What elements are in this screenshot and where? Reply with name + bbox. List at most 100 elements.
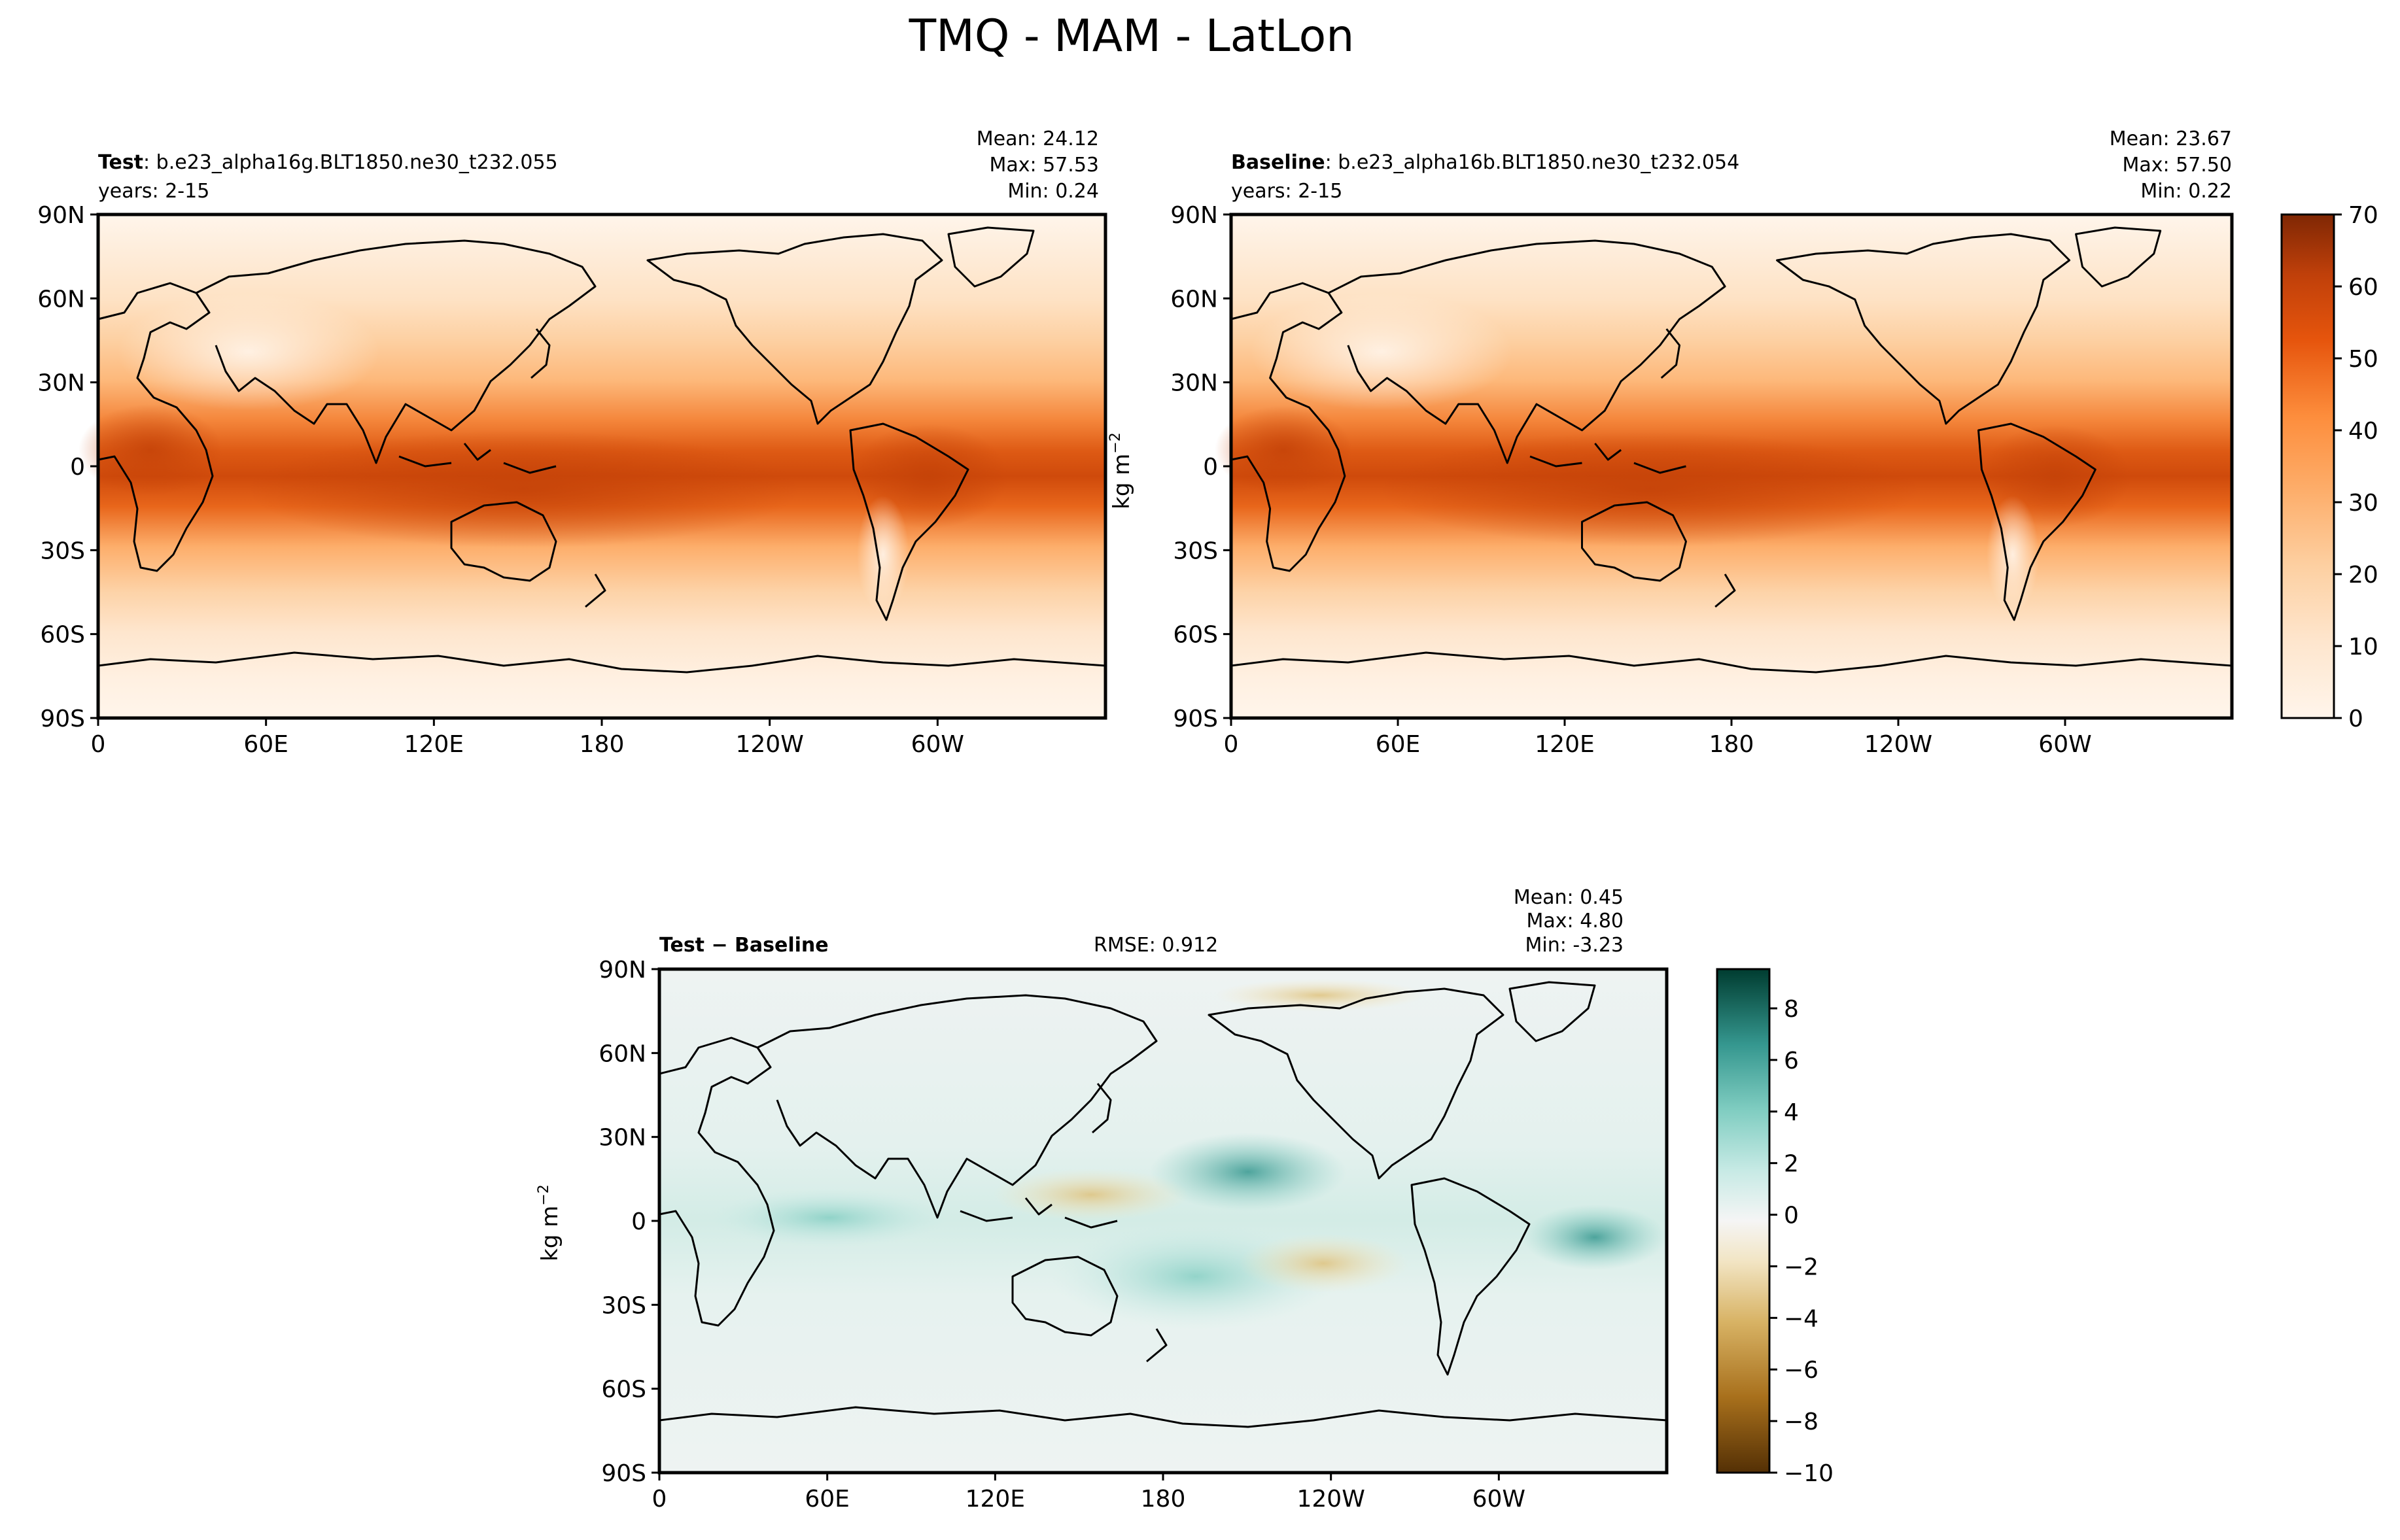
- diff-stat-mean: Mean: 0.45: [1514, 886, 1624, 909]
- test-africa-max: [78, 404, 222, 496]
- x-tick-label: 60E: [243, 731, 288, 758]
- test-label: Test: [98, 151, 143, 174]
- colorbar-oranges-ticks: 0 10 20 30 40 50 60 70: [2334, 202, 2378, 732]
- diff-header: Test − Baseline RMSE: 0.912 Mean: 0.45 M…: [659, 886, 1624, 957]
- colorbar-tick-label: 2: [1784, 1151, 1799, 1178]
- panel-baseline: Baseline: b.e23_alpha16b.BLT1850.ne30_t2…: [1107, 128, 2234, 758]
- x-tick-label: 60W: [911, 731, 964, 758]
- diff-spcz-min: [1238, 1234, 1408, 1293]
- x-tick-label: 120W: [736, 731, 804, 758]
- baseline-y-axis: 90N 60N 30N 0 30S 60S 90S: [1170, 202, 1231, 732]
- test-stat-max: Max: 57.53: [989, 154, 1099, 177]
- y-tick-label: 30S: [40, 538, 85, 564]
- diff-north-pacific-max: [1150, 1133, 1346, 1211]
- y-tick-label: 60N: [1170, 286, 1218, 313]
- colorbar-tick-label: 0: [1784, 1203, 1799, 1229]
- test-warm-pool: [249, 430, 798, 548]
- x-tick-label: 60W: [1472, 1486, 1525, 1513]
- colorbar-tick-label: −4: [1784, 1305, 1818, 1332]
- x-tick-label: 120E: [965, 1486, 1025, 1513]
- x-tick-label: 180: [1141, 1486, 1186, 1513]
- y-tick-label: 90N: [37, 202, 85, 229]
- colorbar-tick-label: 0: [2348, 706, 2363, 732]
- colorbar-tick-label: −2: [1784, 1254, 1818, 1280]
- y-tick-label: 0: [70, 454, 85, 481]
- test-sahara-dry: [118, 293, 379, 411]
- x-tick-label: 120E: [404, 731, 464, 758]
- y-tick-label: 0: [1203, 454, 1218, 481]
- x-tick-label: 60E: [1376, 731, 1421, 758]
- y-tick-label: 90S: [1173, 706, 1218, 732]
- x-tick-label: 60W: [2038, 731, 2091, 758]
- diff-y-axis: 90N 60N 30N 0 30S 60S 90S: [599, 957, 659, 1487]
- y-tick-label: 90S: [40, 706, 85, 732]
- y-tick-label: 60S: [601, 1377, 646, 1403]
- diff-label: Test − Baseline: [659, 934, 829, 957]
- x-tick-label: 180: [580, 731, 625, 758]
- diff-ylabel: kg m−2: [536, 1184, 563, 1261]
- y-tick-label: 30N: [599, 1125, 646, 1152]
- baseline-stat-max: Max: 57.50: [2122, 154, 2232, 177]
- colorbar-tick-label: 20: [2348, 562, 2378, 589]
- diff-indian-ocean: [712, 1188, 947, 1247]
- baseline-sahara-dry: [1251, 293, 1512, 411]
- test-years: years: 2-15: [98, 180, 209, 203]
- colorbar-tick-label: 8: [1784, 996, 1799, 1023]
- colorbar-tick-label: −10: [1784, 1460, 1834, 1487]
- x-tick-label: 120W: [1864, 731, 1932, 758]
- baseline-header: Baseline: b.e23_alpha16b.BLT1850.ne30_t2…: [1231, 128, 2232, 203]
- y-tick-label: 90S: [601, 1460, 646, 1487]
- baseline-africa-max: [1215, 405, 1352, 494]
- colorbar-brbg: 8 6 4 2 0 −2 −4 −6 −8 −10: [1716, 968, 1834, 1487]
- y-tick-label: 0: [631, 1208, 646, 1235]
- figure-title: TMQ - MAM - LatLon: [909, 10, 1355, 62]
- y-tick-label: 60N: [599, 1040, 646, 1067]
- x-tick-label: 0: [652, 1486, 667, 1513]
- y-tick-label: 30N: [1170, 370, 1218, 397]
- colorbar-tick-label: −8: [1784, 1409, 1818, 1435]
- colorbar-brbg-bar: [1716, 968, 1771, 1474]
- baseline-warm-pool: [1382, 432, 1918, 547]
- diff-x-axis: 0 60E 120E 180 120W 60W: [652, 1473, 1525, 1513]
- diff-stat-max: Max: 4.80: [1527, 910, 1624, 933]
- test-header: Test: b.e23_alpha16g.BLT1850.ne30_t232.0…: [98, 128, 1099, 203]
- colorbar-oranges: 0 10 20 30 40 50 60 70: [2280, 202, 2378, 732]
- x-tick-label: 120E: [1535, 731, 1594, 758]
- baseline-ylabel: kg m−2: [1107, 432, 1135, 509]
- baseline-stat-min: Min: 0.22: [2140, 180, 2232, 203]
- diff-stat-min: Min: -3.23: [1525, 934, 1624, 957]
- colorbar-tick-label: 60: [2348, 274, 2378, 301]
- baseline-case-name: : b.e23_alpha16b.BLT1850.ne30_t232.054: [1325, 151, 1740, 174]
- y-tick-label: 60S: [40, 622, 85, 649]
- baseline-years: years: 2-15: [1231, 180, 1342, 203]
- diff-east-pacific-max: [1523, 1205, 1667, 1270]
- colorbar-oranges-bar: [2280, 213, 2335, 719]
- test-andes-dry: [857, 496, 909, 613]
- colorbar-brbg-ticks: 8 6 4 2 0 −2 −4 −6 −8 −10: [1769, 996, 1834, 1487]
- y-tick-label: 90N: [599, 957, 646, 984]
- colorbar-tick-label: 30: [2348, 490, 2378, 517]
- colorbar-tick-label: 4: [1784, 1099, 1799, 1126]
- colorbar-tick-label: 50: [2348, 346, 2378, 373]
- baseline-stat-mean: Mean: 23.67: [2110, 128, 2232, 150]
- test-case-name: : b.e23_alpha16g.BLT1850.ne30_t232.055: [143, 151, 558, 174]
- x-tick-label: 0: [1224, 731, 1239, 758]
- y-tick-label: 60S: [1173, 622, 1218, 649]
- panel-difference: Test − Baseline RMSE: 0.912 Mean: 0.45 M…: [536, 886, 1669, 1513]
- test-y-axis: 90N 60N 30N 0 30S 60S 90S: [37, 202, 98, 732]
- colorbar-tick-label: 10: [2348, 634, 2378, 660]
- baseline-andes-dry: [1987, 496, 2039, 613]
- diff-rmse: RMSE: 0.912: [1094, 934, 1218, 957]
- diff-arctic-min: [1215, 979, 1425, 1012]
- y-tick-label: 60N: [37, 286, 85, 313]
- y-tick-label: 30S: [601, 1292, 646, 1319]
- x-tick-label: 60E: [805, 1486, 850, 1513]
- baseline-x-axis: 0 60E 120E 180 120W 60W: [1224, 718, 2092, 758]
- panel-test: Test: b.e23_alpha16g.BLT1850.ne30_t232.0…: [37, 128, 1107, 758]
- y-tick-label: 30S: [1173, 538, 1218, 564]
- x-tick-label: 0: [91, 731, 106, 758]
- baseline-label: Baseline: [1231, 151, 1325, 174]
- test-stat-mean: Mean: 24.12: [977, 128, 1099, 150]
- test-stat-min: Min: 0.24: [1007, 180, 1099, 203]
